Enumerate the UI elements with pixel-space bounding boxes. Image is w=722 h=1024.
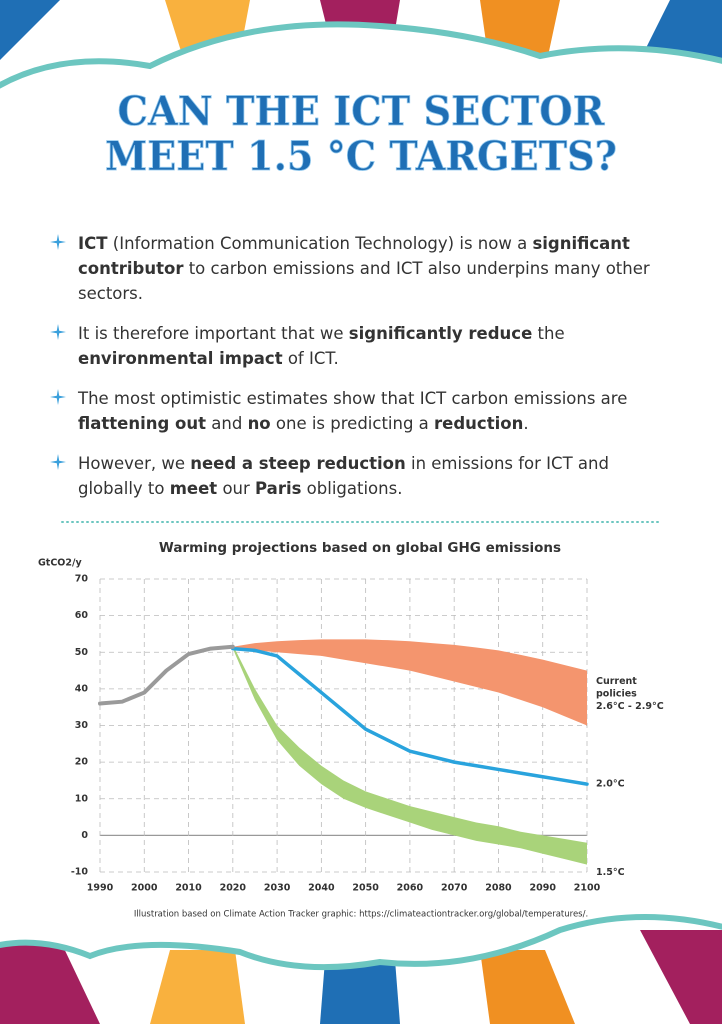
series-label: Current <box>596 676 637 687</box>
bold-text: flattening out <box>78 414 207 433</box>
bold-text: environmental impact <box>78 349 283 368</box>
x-tick-label: 2000 <box>131 883 158 894</box>
bold-text: significant contributor <box>78 234 630 278</box>
y-axis-label: GtCO2/y <box>38 558 82 569</box>
stripe <box>640 0 722 60</box>
line <box>231 646 589 786</box>
title-line: CAN THE ICT SECTOR <box>118 88 606 135</box>
text: our <box>217 479 256 498</box>
x-tick-label: 1990 <box>87 883 114 894</box>
stripe <box>320 960 400 1024</box>
stripe <box>480 950 575 1024</box>
x-tick-label: 2030 <box>264 883 291 894</box>
text: the <box>532 324 565 343</box>
text: (Information Communication Technology) i… <box>107 234 533 253</box>
x-tick-label: 2020 <box>220 883 247 894</box>
stripe <box>150 950 245 1024</box>
y-tick-label: 50 <box>75 647 89 658</box>
bold-text: significantly reduce <box>348 324 533 343</box>
x-tick-label: 2040 <box>308 883 335 894</box>
text: obligations. <box>301 479 403 498</box>
y-tick-label: 40 <box>75 683 89 694</box>
text: of ICT. <box>282 349 339 368</box>
bullet: It is therefore important that we signif… <box>50 321 668 371</box>
x-tick-label: 2080 <box>485 883 512 894</box>
y-tick-label: 70 <box>75 574 89 585</box>
series-label: policies <box>596 689 637 700</box>
series-label: 2.6°C - 2.9°C <box>596 701 664 712</box>
bullet-icon <box>50 389 66 405</box>
x-tick-label: 2070 <box>441 883 468 894</box>
y-tick-label: 30 <box>75 720 89 731</box>
y-tick-label: 20 <box>75 757 89 768</box>
line <box>98 644 235 706</box>
series-label: 1.5°C <box>596 867 625 878</box>
bold-text: need a steep reduction <box>190 454 406 473</box>
band <box>232 639 587 726</box>
bold-text: Paris <box>255 479 302 498</box>
bullet: ICT (Information Communication Technolog… <box>50 231 668 306</box>
x-tick-label: 2010 <box>175 883 202 894</box>
text: in emissions for ICT and globally to <box>78 454 609 498</box>
bullet-icon <box>50 454 66 470</box>
text: It is therefore important that we <box>78 324 349 343</box>
y-tick-label: 60 <box>75 610 89 621</box>
bold-text: no <box>247 414 271 433</box>
text: to carbon emissions and ICT also underpi… <box>78 259 650 303</box>
x-tick-label: 2100 <box>574 883 601 894</box>
bullet-icon <box>50 324 66 340</box>
x-tick-label: 2060 <box>397 883 424 894</box>
cloud <box>0 21 722 971</box>
bold-text: ICT <box>78 234 108 253</box>
title-line: MEET 1.5 °C TARGETS? <box>105 133 617 180</box>
bullet: However, we need a steep reduction in em… <box>50 451 668 501</box>
stripe <box>0 940 100 1024</box>
y-tick-label: 0 <box>81 830 88 841</box>
x-tick-label: 2090 <box>530 883 557 894</box>
band <box>232 644 587 865</box>
stripe <box>0 0 60 60</box>
bullet-list: ICT (Information Communication Technolog… <box>50 231 668 516</box>
text: and <box>206 414 248 433</box>
chart-title: Warming projections based on global GHG … <box>159 540 561 556</box>
y-tick-label: 10 <box>75 793 89 804</box>
bullet-icon <box>50 234 66 250</box>
x-tick-label: 2050 <box>352 883 379 894</box>
y-tick-label: -10 <box>71 867 89 878</box>
bullet: The most optimistic estimates show that … <box>50 386 668 436</box>
bold-text: reduction <box>434 414 524 433</box>
text: . <box>523 414 529 433</box>
bold-text: meet <box>169 479 218 498</box>
text: one is predicting a <box>270 414 435 433</box>
source-note: Illustration based on Climate Action Tra… <box>134 910 588 920</box>
stripe <box>640 930 722 1024</box>
text: The most optimistic estimates show that … <box>78 389 628 408</box>
series-label: 2.0°C <box>596 779 625 790</box>
text: However, we <box>78 454 191 473</box>
